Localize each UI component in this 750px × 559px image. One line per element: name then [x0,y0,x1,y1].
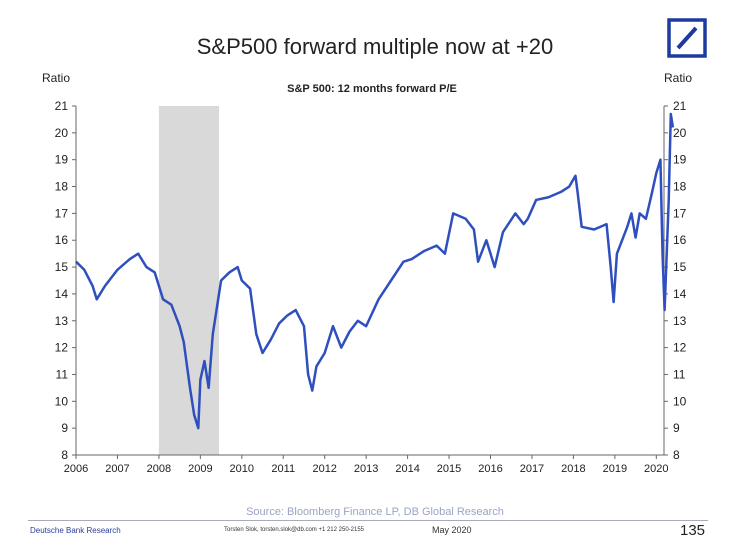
y-tick-label-left: 10 [55,394,69,408]
y-tick-label-right: 21 [673,99,687,113]
y-tick-label-left: 20 [55,126,69,140]
x-tick-label: 2017 [520,463,544,475]
footer-divider [28,520,708,521]
y-tick-label-right: 9 [673,421,680,435]
y-axis-label-right: Ratio [664,71,692,85]
y-tick-label-left: 19 [55,153,69,167]
pe-series-line [75,112,675,430]
pe-chart: 8 8 9 9 10 10 11 11 12 12 13 13 14 14 15 15 16 16 17 17 18 18… [42,71,692,475]
chart-title: S&P 500: 12 months forward P/E [287,83,457,95]
deutsche-bank-logo [667,18,707,58]
source-note: Source: Bloomberg Finance LP, DB Global … [246,506,504,518]
y-tick-label-left: 12 [55,341,69,355]
y-tick-label-right: 16 [673,233,687,247]
y-tick-label-left: 14 [55,287,69,301]
y-tick-label-left: 17 [55,206,69,220]
recession-band [158,106,220,455]
y-tick-label-left: 15 [55,260,69,274]
x-tick-label: 2007 [105,463,129,475]
x-tick-label: 2013 [354,463,378,475]
y-tick-label-left: 9 [61,421,68,435]
y-tick-label-right: 17 [673,206,687,220]
y-tick-label-right: 14 [673,287,687,301]
y-tick-label-right: 12 [673,341,687,355]
y-tick-label-left: 11 [56,367,69,381]
x-tick-label: 2010 [230,463,254,475]
y-tick-label-left: 18 [55,180,69,194]
x-tick-label: 2016 [478,463,502,475]
x-tick-label: 2019 [603,463,627,475]
x-tick-label: 2009 [188,463,212,475]
page-title: S&P500 forward multiple now at +20 [196,34,554,59]
y-tick-label-left: 21 [55,99,69,113]
y-tick-label-right: 8 [673,448,680,462]
brand-text: Deutsche Bank Research [30,526,121,535]
y-tick-label-left: 13 [55,314,69,328]
x-tick-label: 2018 [561,463,585,475]
y-tick-label-right: 10 [673,394,687,408]
y-tick-label-right: 13 [673,314,687,328]
x-tick-label: 2006 [64,463,88,475]
y-axis-label-left: Ratio [42,71,70,85]
y-tick-label-left: 8 [61,448,68,462]
y-tick-label-left: 16 [55,233,69,247]
x-tick-label: 2015 [437,463,461,475]
contact-text: Torsten Slok, torsten.slok@db.com +1 212… [224,527,365,533]
y-tick-label-right: 18 [673,180,687,194]
page-number: 135 [680,522,706,539]
x-tick-label: 2014 [395,463,419,475]
y-tick-label-right: 15 [673,260,687,274]
x-tick-label: 2011 [271,463,295,475]
x-tick-label: 2020 [644,463,668,475]
x-tick-label: 2008 [147,463,171,475]
y-tick-label-right: 19 [673,153,687,167]
y-tick-label-right: 11 [673,367,686,381]
date-text: May 2020 [432,525,472,535]
x-tick-label: 2012 [312,463,336,475]
y-tick-label-right: 20 [673,126,687,140]
